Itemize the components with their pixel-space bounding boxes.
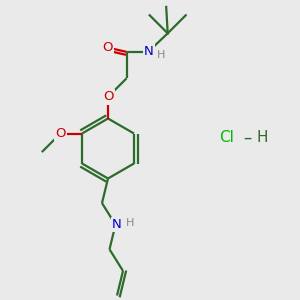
Text: H: H (157, 50, 165, 60)
Text: H: H (257, 130, 268, 146)
Text: O: O (102, 41, 112, 54)
Text: –: – (243, 129, 252, 147)
Text: N: N (144, 45, 154, 58)
Text: O: O (103, 90, 113, 104)
Text: Cl: Cl (219, 130, 234, 146)
Text: O: O (55, 127, 66, 140)
Text: H: H (126, 218, 134, 228)
Text: N: N (112, 218, 122, 231)
